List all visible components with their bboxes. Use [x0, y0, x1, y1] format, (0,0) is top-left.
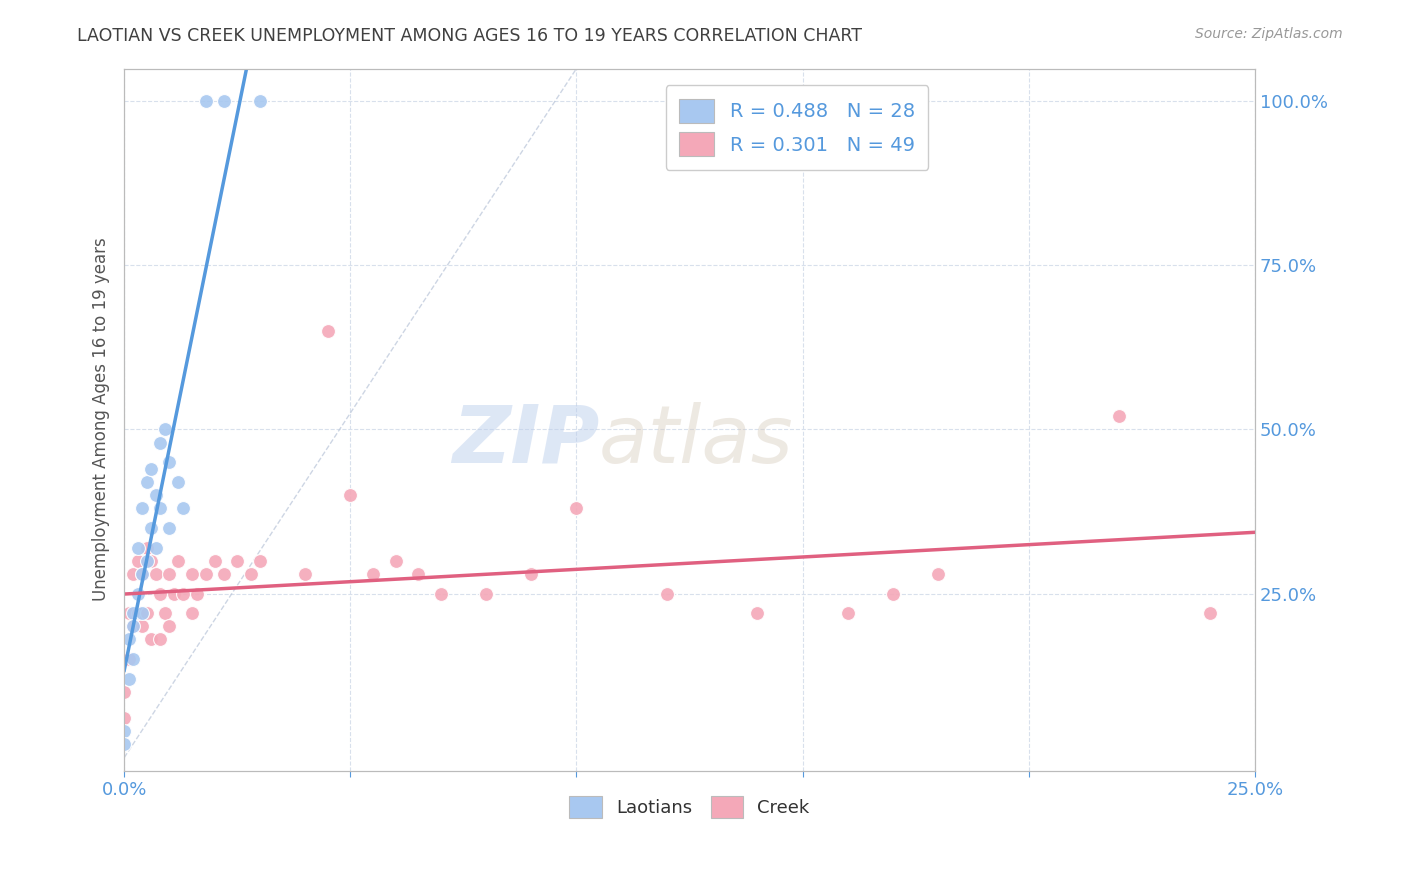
Point: [565, 501, 588, 516]
Point: [135, 606, 157, 620]
Point: [141, 462, 163, 476]
Legend: Laotians, Creek: Laotians, Creek: [562, 789, 817, 825]
Point: [112, 685, 135, 699]
Point: [149, 435, 172, 450]
Point: [131, 606, 153, 620]
Point: [194, 566, 217, 581]
Point: [384, 554, 406, 568]
Point: [131, 566, 153, 581]
Point: [149, 586, 172, 600]
Point: [927, 566, 949, 581]
Text: Source: ZipAtlas.com: Source: ZipAtlas.com: [1195, 27, 1343, 41]
Point: [149, 501, 172, 516]
Point: [172, 501, 194, 516]
Point: [181, 566, 204, 581]
Point: [122, 619, 145, 633]
Point: [135, 541, 157, 555]
Text: atlas: atlas: [599, 401, 794, 480]
Point: [141, 554, 163, 568]
Point: [181, 606, 204, 620]
Point: [163, 586, 186, 600]
Point: [153, 422, 176, 436]
Point: [186, 586, 208, 600]
Point: [145, 488, 167, 502]
Point: [239, 566, 262, 581]
Point: [131, 566, 153, 581]
Point: [212, 566, 235, 581]
Point: [249, 554, 271, 568]
Point: [112, 711, 135, 725]
Point: [361, 566, 384, 581]
Point: [249, 95, 271, 109]
Point: [655, 586, 678, 600]
Point: [145, 541, 167, 555]
Point: [127, 541, 149, 555]
Point: [406, 566, 429, 581]
Point: [159, 521, 181, 535]
Point: [159, 566, 181, 581]
Point: [172, 586, 194, 600]
Point: [131, 619, 153, 633]
Point: [122, 606, 145, 620]
Point: [135, 475, 157, 489]
Point: [122, 652, 145, 666]
Point: [475, 586, 498, 600]
Point: [159, 619, 181, 633]
Point: [430, 586, 453, 600]
Point: [882, 586, 904, 600]
Point: [167, 475, 190, 489]
Point: [145, 566, 167, 581]
Point: [837, 606, 859, 620]
Point: [294, 566, 316, 581]
Point: [316, 324, 339, 338]
Point: [212, 95, 235, 109]
Point: [112, 724, 135, 739]
Point: [339, 488, 361, 502]
Point: [1108, 409, 1130, 424]
Point: [127, 586, 149, 600]
Point: [149, 632, 172, 647]
Point: [118, 672, 141, 686]
Point: [1198, 606, 1220, 620]
Point: [194, 95, 217, 109]
Point: [118, 652, 141, 666]
Point: [204, 554, 226, 568]
Point: [122, 566, 145, 581]
Point: [141, 521, 163, 535]
Point: [122, 619, 145, 633]
Point: [141, 632, 163, 647]
Y-axis label: Unemployment Among Ages 16 to 19 years: Unemployment Among Ages 16 to 19 years: [93, 238, 110, 601]
Point: [112, 738, 135, 752]
Point: [747, 606, 769, 620]
Point: [167, 554, 190, 568]
Text: ZIP: ZIP: [451, 401, 599, 480]
Point: [127, 606, 149, 620]
Point: [226, 554, 249, 568]
Point: [118, 632, 141, 647]
Text: LAOTIAN VS CREEK UNEMPLOYMENT AMONG AGES 16 TO 19 YEARS CORRELATION CHART: LAOTIAN VS CREEK UNEMPLOYMENT AMONG AGES…: [77, 27, 862, 45]
Point: [127, 554, 149, 568]
Point: [153, 606, 176, 620]
Point: [135, 554, 157, 568]
Point: [118, 606, 141, 620]
Point: [159, 455, 181, 469]
Point: [131, 501, 153, 516]
Point: [520, 566, 543, 581]
